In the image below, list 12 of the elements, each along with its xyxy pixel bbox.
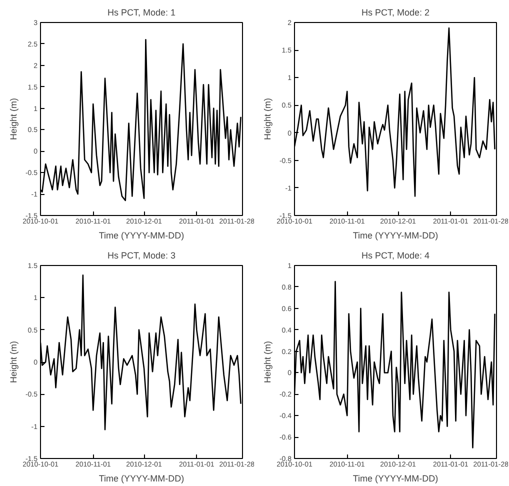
chart-title: Hs PCT, Mode: 2	[361, 8, 430, 18]
chart-title: Hs PCT, Mode: 3	[107, 250, 176, 260]
y-axis-title: Height (m)	[8, 98, 18, 140]
chart-title: Hs PCT, Mode: 1	[107, 8, 176, 18]
x-axis-title: Time (YYYY-MM-DD)	[98, 474, 184, 484]
y-axis-title: Height (m)	[8, 340, 18, 384]
y-axis-title: Height (m)	[262, 340, 272, 384]
x-axis-title: Time (YYYY-MM-DD)	[98, 230, 184, 240]
chart-title: Hs PCT, Mode: 4	[361, 250, 430, 260]
y-axis-title: Height (m)	[262, 98, 272, 140]
x-axis-title: Time (YYYY-MM-DD)	[352, 474, 438, 484]
x-axis-title: Time (YYYY-MM-DD)	[352, 230, 438, 240]
